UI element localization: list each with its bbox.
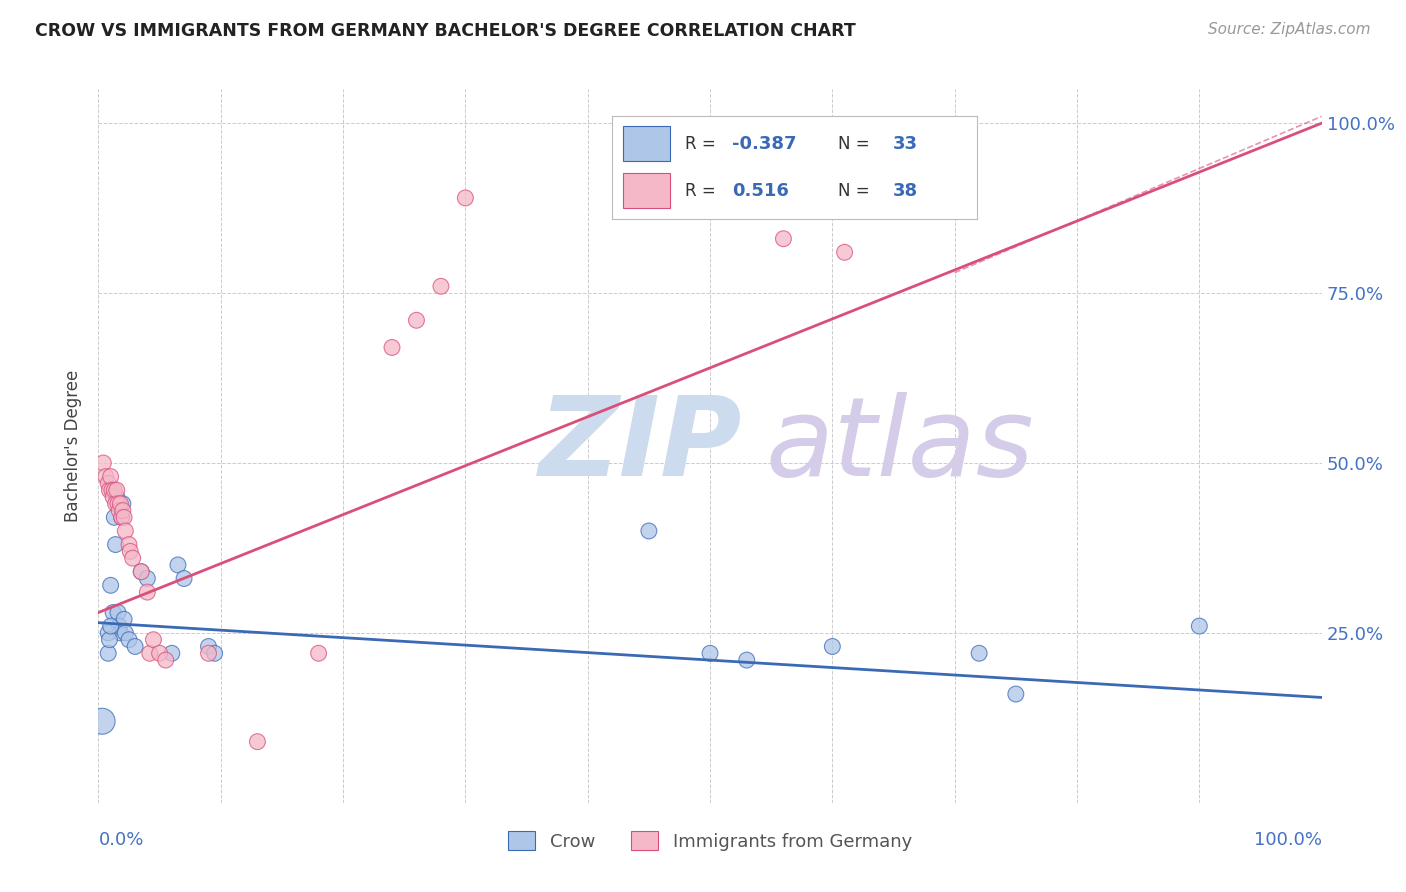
- Text: ZIP: ZIP: [538, 392, 742, 500]
- Point: [104, 497, 127, 511]
- Point: [100, 578, 122, 592]
- Point: [121, 551, 143, 566]
- Point: [94, 469, 117, 483]
- Text: R =: R =: [685, 182, 721, 200]
- Point: [149, 646, 172, 660]
- Point: [107, 497, 129, 511]
- Text: Source: ZipAtlas.com: Source: ZipAtlas.com: [1208, 22, 1371, 37]
- Point: [97, 646, 120, 660]
- Point: [197, 646, 219, 660]
- Point: [735, 653, 758, 667]
- Point: [308, 646, 330, 660]
- Point: [111, 497, 134, 511]
- Point: [97, 626, 120, 640]
- Point: [1188, 619, 1211, 633]
- Point: [136, 585, 159, 599]
- Point: [381, 341, 404, 355]
- Point: [160, 646, 183, 660]
- Text: CROW VS IMMIGRANTS FROM GERMANY BACHELOR'S DEGREE CORRELATION CHART: CROW VS IMMIGRANTS FROM GERMANY BACHELOR…: [35, 22, 856, 40]
- Point: [173, 572, 195, 586]
- Point: [136, 572, 159, 586]
- Point: [98, 483, 121, 498]
- Point: [118, 632, 141, 647]
- Point: [405, 313, 427, 327]
- Point: [112, 612, 135, 626]
- Point: [772, 232, 794, 246]
- Point: [920, 157, 942, 171]
- Point: [124, 640, 146, 654]
- Point: [97, 476, 120, 491]
- Point: [104, 537, 127, 551]
- Point: [114, 626, 136, 640]
- Point: [98, 632, 121, 647]
- Point: [107, 606, 129, 620]
- Point: [111, 510, 134, 524]
- Point: [454, 191, 477, 205]
- Text: 0.516: 0.516: [733, 182, 789, 200]
- Point: [699, 646, 721, 660]
- Text: R =: R =: [685, 135, 721, 153]
- Legend: Crow, Immigrants from Germany: Crow, Immigrants from Germany: [501, 824, 920, 858]
- Point: [112, 510, 135, 524]
- Text: atlas: atlas: [765, 392, 1033, 500]
- Point: [101, 483, 124, 498]
- Text: -0.387: -0.387: [733, 135, 797, 153]
- Point: [1004, 687, 1026, 701]
- Point: [845, 144, 868, 158]
- Point: [967, 646, 990, 660]
- Point: [120, 544, 142, 558]
- Point: [834, 245, 856, 260]
- Point: [155, 653, 177, 667]
- Point: [100, 469, 122, 483]
- Point: [91, 456, 114, 470]
- Point: [108, 503, 131, 517]
- Point: [142, 632, 165, 647]
- Point: [105, 490, 128, 504]
- Point: [101, 606, 124, 620]
- Text: 38: 38: [893, 182, 918, 200]
- Text: 0.0%: 0.0%: [98, 831, 143, 849]
- Point: [139, 646, 162, 660]
- Point: [111, 503, 134, 517]
- Text: 33: 33: [893, 135, 918, 153]
- Point: [638, 524, 661, 538]
- Text: N =: N =: [838, 182, 875, 200]
- Point: [101, 490, 124, 504]
- Point: [114, 524, 136, 538]
- FancyBboxPatch shape: [623, 173, 671, 208]
- Point: [111, 510, 134, 524]
- Point: [103, 510, 125, 524]
- Point: [204, 646, 226, 660]
- Point: [108, 619, 131, 633]
- Point: [246, 734, 269, 748]
- Point: [105, 483, 128, 498]
- Point: [761, 144, 783, 158]
- Text: N =: N =: [838, 135, 875, 153]
- Text: 100.0%: 100.0%: [1254, 831, 1322, 849]
- Point: [100, 619, 122, 633]
- Point: [91, 714, 114, 729]
- Point: [167, 558, 190, 572]
- Point: [197, 640, 219, 654]
- Y-axis label: Bachelor's Degree: Bachelor's Degree: [65, 370, 83, 522]
- Point: [821, 640, 844, 654]
- Point: [110, 497, 132, 511]
- Point: [129, 565, 152, 579]
- FancyBboxPatch shape: [623, 127, 671, 161]
- Point: [129, 565, 152, 579]
- Point: [430, 279, 453, 293]
- Point: [110, 626, 132, 640]
- Point: [118, 537, 141, 551]
- Point: [103, 483, 125, 498]
